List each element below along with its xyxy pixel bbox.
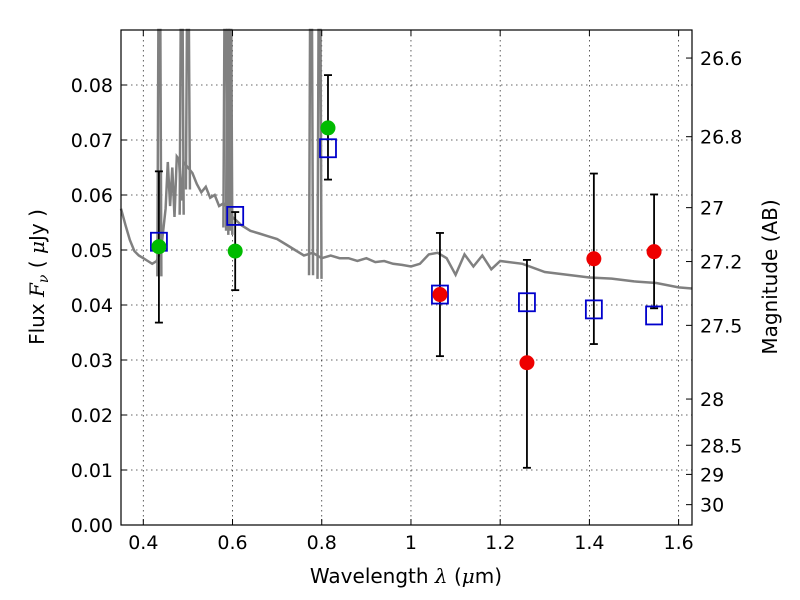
model-square-point (431, 284, 449, 305)
model-square-point (226, 205, 245, 226)
right-tick-label: 30 (700, 495, 724, 517)
observed-point-red (586, 251, 602, 267)
y-axis-label: Flux Fν ( μJy ) (25, 209, 52, 345)
emission-line (307, 28, 315, 276)
model-square-point (319, 138, 337, 159)
x-tick-label: 0.8 (307, 532, 337, 554)
x-tick-label: 0.4 (128, 532, 158, 554)
model-square-point (584, 299, 603, 320)
right-tick-label: 29 (700, 464, 724, 486)
y-tick-label: 0.07 (71, 130, 113, 152)
y-tick-label: 0.01 (71, 460, 113, 482)
right-tick-label: 27 (700, 198, 724, 220)
x-tick-label: 0.6 (217, 532, 247, 554)
right-tick-label: 28 (700, 389, 724, 411)
right-tick-label: 27.5 (700, 315, 742, 337)
plot-frame (120, 29, 693, 526)
right-tick-label: 26.6 (700, 48, 742, 70)
observed-point-green (320, 120, 336, 136)
right-tick-label: 27.2 (700, 252, 742, 274)
x-tick-label: 1.4 (574, 532, 604, 554)
spectrum-line (119, 153, 693, 290)
data-points (150, 120, 663, 371)
axis-ticks: 0.4 0.6 0.8 1 1.2 1.4 1.6 0.00 0.01 0.02 0.03 0.04 0… (71, 30, 742, 554)
right-axis-label: Magnitude (AB) (758, 199, 782, 354)
y-tick-label: 0.00 (71, 515, 113, 537)
x-tick-label: 1.2 (485, 532, 515, 554)
y-tick-label: 0.02 (71, 405, 113, 427)
model-square-point (645, 305, 663, 326)
right-tick-label: 28.5 (700, 435, 742, 457)
observed-point-red (646, 244, 662, 260)
grid-layer (121, 30, 692, 526)
observed-point-green (227, 243, 243, 259)
observed-point-red (432, 287, 448, 303)
observed-point-green (151, 239, 167, 255)
right-tick-label: 26.8 (700, 127, 742, 149)
y-tick-label: 0.04 (71, 295, 113, 317)
model-square-point (518, 292, 536, 313)
y-tick-label: 0.03 (71, 350, 113, 372)
observed-point-red (519, 355, 535, 371)
x-tick-label: 1.6 (664, 532, 694, 554)
y-tick-label: 0.05 (71, 240, 113, 262)
y-tick-label: 0.08 (71, 75, 113, 97)
y-tick-label: 0.06 (71, 185, 113, 207)
x-tick-label: 1 (405, 532, 417, 554)
x-axis-label: Wavelength λ (μm) (310, 564, 502, 588)
